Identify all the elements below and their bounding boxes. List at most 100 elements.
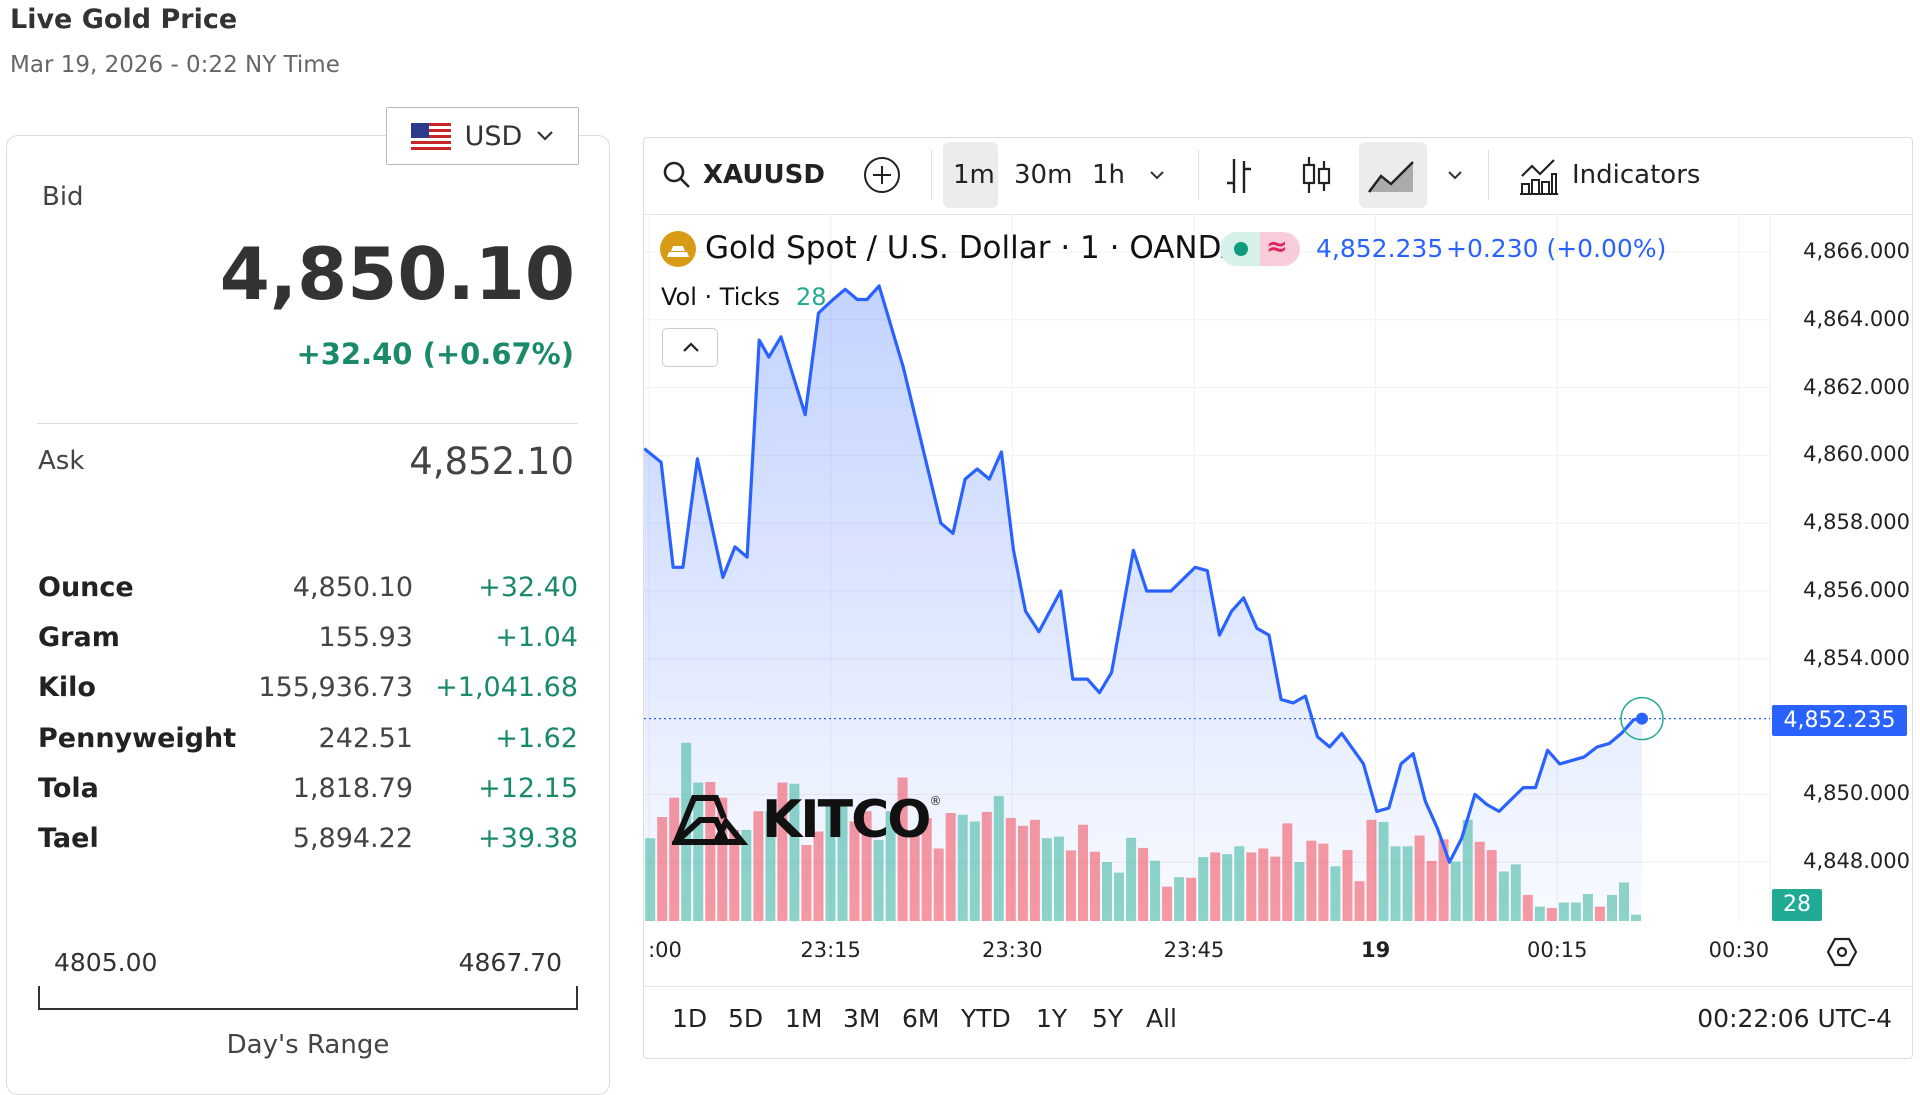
volume-bar — [1438, 839, 1449, 921]
volume-bar — [1005, 818, 1016, 921]
chevron-down-icon[interactable] — [1149, 170, 1165, 180]
search-icon[interactable] — [662, 160, 692, 190]
unit-name: Gram — [38, 622, 120, 653]
volume-bar — [909, 831, 920, 921]
volume-bar — [657, 817, 668, 921]
clock[interactable]: 00:22:06 UTC-4 — [1697, 1004, 1892, 1033]
volume-bar — [1270, 856, 1281, 921]
volume-bar — [1607, 894, 1617, 921]
unit-change: +39.38 — [478, 823, 578, 854]
area-chart-icon[interactable] — [1367, 158, 1419, 194]
range-3m[interactable]: 3M — [843, 1004, 881, 1033]
unit-row-cell: Ounce — [38, 572, 134, 603]
price-tick: 4,854.000 — [1803, 645, 1910, 670]
interval-1m[interactable]: 1m — [953, 160, 995, 190]
unit-change: +12.15 — [478, 773, 578, 804]
volume-bar — [1126, 837, 1137, 922]
volume-bar — [969, 821, 980, 921]
unit-change: +1.62 — [495, 723, 578, 754]
range-1d[interactable]: 1D — [672, 1004, 708, 1033]
price-area — [644, 285, 1643, 921]
symbol-search[interactable]: XAUUSD — [703, 160, 825, 190]
chevron-up-icon — [683, 342, 699, 352]
divider — [644, 214, 1912, 215]
bid-price: 4,850.10 — [219, 232, 575, 316]
volume-bar — [669, 797, 680, 921]
delayed-data-icon: ≈ — [1266, 232, 1288, 262]
price-tick: 4,848.000 — [1803, 849, 1910, 874]
range-5y[interactable]: 5Y — [1092, 1004, 1124, 1033]
volume-bar — [1378, 822, 1389, 921]
volume-bar — [1222, 854, 1233, 921]
range-6m[interactable]: 6M — [902, 1004, 940, 1033]
volume-bar — [1162, 886, 1173, 921]
divider — [37, 423, 578, 424]
volume-bar — [777, 782, 788, 921]
bar-chart-icon[interactable] — [1224, 157, 1254, 195]
candlestick-icon[interactable] — [1300, 155, 1334, 195]
volume-bar — [825, 801, 836, 921]
unit-change: +1.04 — [495, 622, 578, 653]
kitco-logo-icon — [672, 795, 749, 845]
indicators-button[interactable]: Indicators — [1572, 160, 1701, 190]
volume-legend-value: 28 — [796, 283, 827, 311]
ask-price: 4,852.10 — [409, 440, 574, 483]
volume-bar — [1138, 847, 1149, 921]
volume-bar — [981, 811, 992, 921]
interval-30m[interactable]: 30m — [1014, 160, 1073, 190]
volume-bar — [1198, 857, 1209, 921]
market-status-badge[interactable]: ≈ — [1220, 232, 1300, 266]
price-chart[interactable] — [0, 0, 1920, 1068]
volume-bar — [1582, 894, 1593, 921]
volume-bar — [921, 818, 932, 921]
unit-row-cell: +1.04 — [495, 622, 578, 653]
compare-plus-icon[interactable] — [862, 155, 902, 195]
unit-value: 242.51 — [318, 723, 413, 754]
volume-bar — [1078, 824, 1088, 921]
volume-legend: Vol · Ticks — [661, 283, 780, 311]
interval-active-bg — [943, 142, 998, 208]
volume-bar — [1318, 843, 1329, 921]
volume-bar — [897, 777, 908, 922]
unit-change: +1,041.68 — [435, 672, 578, 703]
volume-bar — [1234, 846, 1245, 921]
market-open-dot-icon — [1234, 242, 1248, 256]
divider — [931, 150, 932, 200]
unit-name: Ounce — [38, 572, 134, 603]
volume-bar — [1306, 840, 1317, 921]
price-tick: 4,864.000 — [1803, 306, 1910, 331]
legend-change: +0.230 (+0.00%) — [1446, 234, 1667, 263]
last-volume-label: 28 — [1772, 889, 1822, 921]
volume-bar — [1330, 866, 1341, 921]
range-1m[interactable]: 1M — [785, 1004, 823, 1033]
interval-1h[interactable]: 1h — [1092, 160, 1126, 190]
unit-row-cell: Pennyweight — [38, 723, 236, 754]
settings-icon[interactable] — [1826, 936, 1858, 968]
volume-bar — [1450, 861, 1461, 921]
indicators-icon[interactable] — [1518, 156, 1558, 196]
symbol-legend: Gold Spot / U.S. Dollar · 1 · OANDA — [705, 230, 1243, 266]
chevron-down-icon[interactable] — [1447, 170, 1463, 180]
unit-row-cell: +39.38 — [478, 823, 578, 854]
price-tick: 4,858.000 — [1803, 510, 1910, 535]
volume-bar — [1041, 838, 1052, 921]
volume-bar — [993, 796, 1004, 921]
volume-bar — [741, 829, 752, 921]
volume-bar — [1402, 846, 1413, 921]
unit-value: 155,936.73 — [258, 672, 413, 703]
range-1y[interactable]: 1Y — [1036, 1004, 1068, 1033]
range-all[interactable]: All — [1146, 1004, 1177, 1033]
collapse-legend-button[interactable] — [662, 328, 718, 367]
volume-bar — [789, 783, 800, 922]
unit-row-cell: +12.15 — [478, 773, 578, 804]
volume-bar — [753, 811, 764, 921]
volume-bar — [645, 838, 656, 921]
currency-dropdown[interactable]: USD — [386, 107, 579, 165]
day-range-label: Day's Range — [226, 1030, 390, 1060]
volume-bar — [885, 811, 896, 921]
time-tick: 23:45 — [1163, 938, 1225, 962]
range-ytd[interactable]: YTD — [961, 1004, 1011, 1033]
range-5d[interactable]: 5D — [728, 1004, 764, 1033]
unit-row-cell: 155.93 — [319, 622, 413, 653]
unit-row-cell: Tael — [38, 823, 99, 854]
